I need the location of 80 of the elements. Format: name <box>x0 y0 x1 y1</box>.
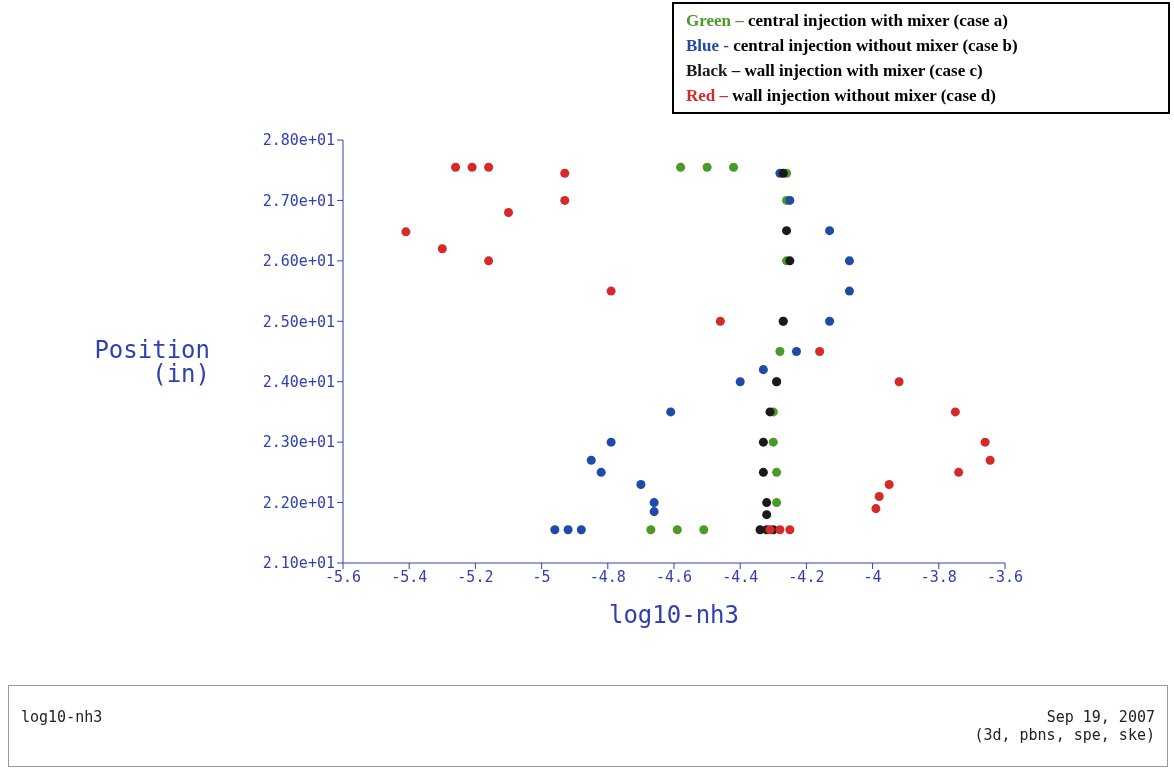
point <box>451 162 461 172</box>
point <box>758 365 768 375</box>
x-tick-label: -4 <box>863 567 882 586</box>
point <box>825 226 835 236</box>
point <box>758 437 768 447</box>
y-tick-label: 2.30e+01 <box>262 433 335 452</box>
point <box>985 455 995 465</box>
x-tick-label: -4.8 <box>589 567 626 586</box>
x-tick-label: -5 <box>532 567 551 586</box>
x-tick-label: -4.2 <box>788 567 825 586</box>
x-tick-label: -4.6 <box>655 567 693 586</box>
point <box>785 525 795 535</box>
point <box>825 316 835 326</box>
y-tick-label: 2.70e+01 <box>262 191 335 210</box>
point <box>768 437 778 447</box>
point <box>715 316 725 326</box>
point <box>550 525 560 535</box>
y-tick-label: 2.50e+01 <box>262 312 335 331</box>
point <box>606 437 616 447</box>
point <box>772 498 782 508</box>
point <box>894 377 904 387</box>
point <box>758 467 768 477</box>
point <box>666 407 676 417</box>
point <box>560 168 570 178</box>
point <box>649 498 659 508</box>
point <box>950 407 960 417</box>
point <box>871 504 881 514</box>
point <box>437 244 447 254</box>
x-axis-title: log10-nh3 <box>608 601 740 629</box>
y-tick-label: 2.80e+01 <box>262 131 335 150</box>
point <box>576 525 586 535</box>
point <box>884 479 894 489</box>
y-axis-title: Position (in) <box>93 336 210 388</box>
point <box>606 286 616 296</box>
point <box>484 162 494 172</box>
text: Blue - central injection without mixer (case b) <box>686 36 1018 55</box>
point <box>954 467 964 477</box>
text: Sep 19, 2007 <box>1045 708 1155 726</box>
point <box>672 525 682 535</box>
text: log10-nh3 <box>21 708 103 726</box>
point <box>676 162 686 172</box>
point <box>702 162 712 172</box>
point <box>563 525 573 535</box>
point <box>735 377 745 387</box>
text: Red – wall injection without mixer (case d) <box>686 86 996 105</box>
y-tick-label: 2.60e+01 <box>262 252 335 271</box>
point <box>586 455 596 465</box>
point <box>782 226 792 236</box>
point <box>844 256 854 266</box>
point <box>980 437 990 447</box>
point <box>467 162 477 172</box>
point <box>791 346 801 357</box>
point <box>699 525 709 535</box>
point <box>874 492 884 502</box>
point <box>484 256 494 266</box>
point <box>775 525 785 535</box>
point <box>649 507 659 517</box>
point <box>772 467 782 477</box>
point <box>844 286 854 296</box>
point <box>560 195 570 205</box>
point <box>729 162 739 172</box>
point <box>646 525 656 535</box>
point <box>596 467 606 477</box>
text: (3d, pbns, spe, ske) <box>974 726 1155 744</box>
y-tick-label: 2.20e+01 <box>262 493 335 512</box>
point <box>815 346 825 357</box>
point <box>401 227 411 237</box>
x-tick-label: -5.4 <box>391 567 428 586</box>
text: Green – central injection with mixer (case a) <box>686 11 1008 30</box>
x-tick-label: -4.4 <box>722 567 759 586</box>
point <box>775 346 785 357</box>
y-tick-label: 2.40e+01 <box>262 373 335 392</box>
x-tick-label: -3.8 <box>920 567 957 586</box>
x-tick-label: -3.6 <box>986 567 1024 586</box>
point <box>762 510 772 520</box>
x-tick-label: -5.2 <box>457 567 494 586</box>
text: Black – wall injection with mixer (case c) <box>686 61 983 80</box>
point <box>636 479 646 489</box>
point <box>503 208 514 218</box>
point <box>762 498 772 508</box>
